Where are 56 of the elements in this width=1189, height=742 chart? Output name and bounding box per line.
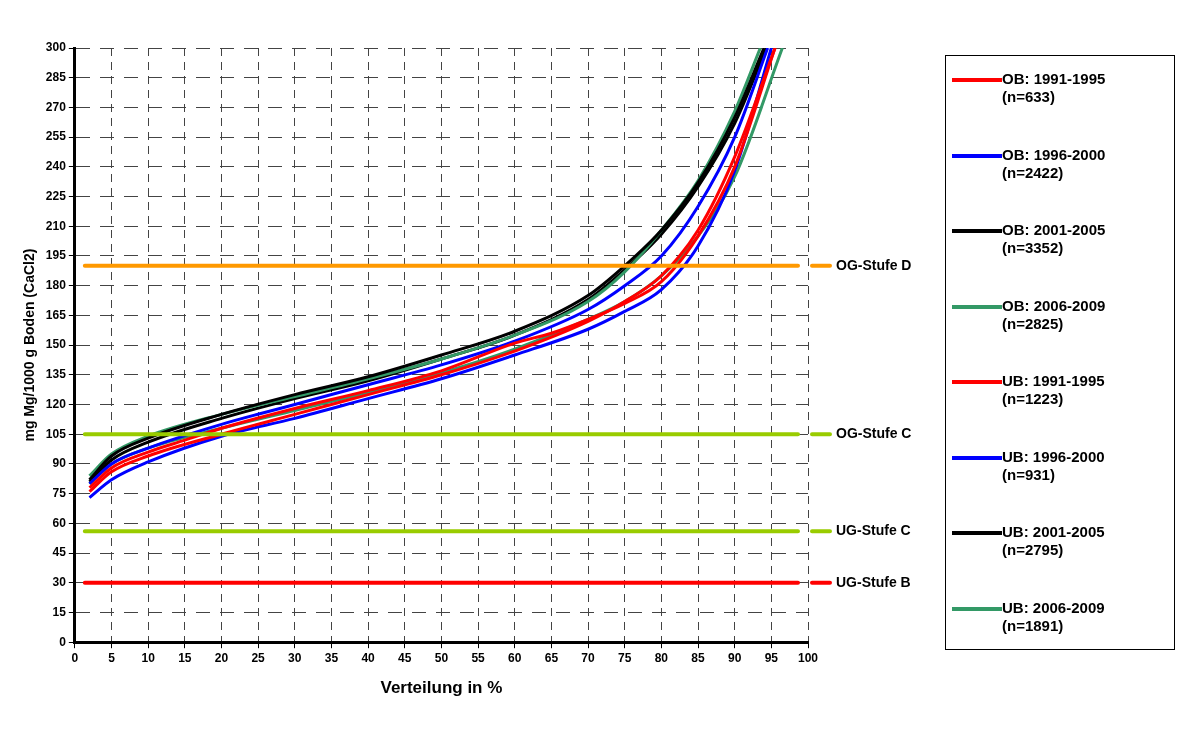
legend-label: OB: 1996-2000 (n=2422) [1002, 145, 1107, 182]
ref-line-label: OG-Stufe D [836, 256, 912, 273]
x-tick-label: 55 [471, 650, 486, 665]
legend-label: UB: 2001-2005 (n=2795) [1002, 523, 1106, 560]
y-tick-label: 90 [52, 456, 67, 471]
x-tick-label: 25 [251, 650, 266, 665]
x-tick-label: 70 [581, 650, 596, 665]
x-tick-label: 95 [764, 650, 779, 665]
y-tick-label: 270 [45, 99, 67, 114]
y-tick-label: 300 [45, 40, 67, 55]
legend-label: UB: 2006-2009 (n=1891) [1002, 598, 1106, 635]
ref-line-label: UG-Stufe B [836, 573, 911, 590]
y-tick-label: 30 [52, 575, 67, 590]
ref-line-label: OG-Stufe C [836, 425, 912, 442]
y-tick-label: 210 [45, 218, 67, 233]
x-tick-label: 60 [508, 650, 522, 665]
x-axis-title: Verteilung in % [380, 678, 503, 698]
x-tick-label: 30 [288, 650, 302, 665]
ref-line-label: UG-Stufe C [836, 522, 911, 539]
x-tick-label: 100 [797, 650, 819, 665]
x-tick-label: 35 [324, 650, 339, 665]
x-tick-label: 15 [178, 650, 192, 665]
y-tick-label: 150 [45, 337, 67, 352]
x-tick-label: 40 [361, 650, 376, 665]
y-tick-label: 60 [52, 515, 67, 530]
y-tick-label: 180 [45, 277, 67, 292]
legend-label: OB: 2001-2005 (n=3352) [1002, 221, 1107, 258]
y-tick-label: 165 [45, 307, 67, 322]
y-tick-label: 0 [59, 634, 67, 649]
legend-label: OB: 2006-2009 (n=2825) [1002, 296, 1107, 333]
x-tick-label: 75 [618, 650, 632, 665]
x-tick-label: 50 [434, 650, 449, 665]
x-tick-label: 85 [691, 650, 706, 665]
x-tick-label: 20 [214, 650, 229, 665]
legend-label: UB: 1991-1995 (n=1223) [1002, 372, 1106, 409]
y-tick-label: 135 [45, 367, 67, 382]
x-tick-label: 90 [728, 650, 742, 665]
y-tick-label: 255 [45, 129, 67, 144]
x-tick-label: 80 [654, 650, 669, 665]
x-tick-label: 0 [71, 650, 79, 665]
y-tick-label: 195 [45, 248, 67, 263]
y-tick-label: 15 [52, 604, 67, 619]
x-tick-label: 5 [108, 650, 116, 665]
y-tick-label: 75 [52, 485, 67, 500]
y-axis-title: mg Mg/1000 g Boden (CaCl2) [21, 248, 38, 442]
x-tick-label: 65 [544, 650, 559, 665]
y-tick-label: 120 [45, 396, 67, 411]
x-tick-label: 10 [141, 650, 156, 665]
y-tick-label: 45 [52, 545, 67, 560]
legend-label: OB: 1991-1995 (n=633) [1002, 70, 1107, 106]
y-tick-label: 105 [45, 426, 67, 441]
y-tick-label: 225 [45, 188, 67, 203]
y-tick-label: 285 [45, 70, 67, 85]
legend-label: UB: 1996-2000 (n=931) [1002, 447, 1106, 484]
x-tick-label: 45 [398, 650, 412, 665]
y-tick-label: 240 [45, 159, 67, 174]
